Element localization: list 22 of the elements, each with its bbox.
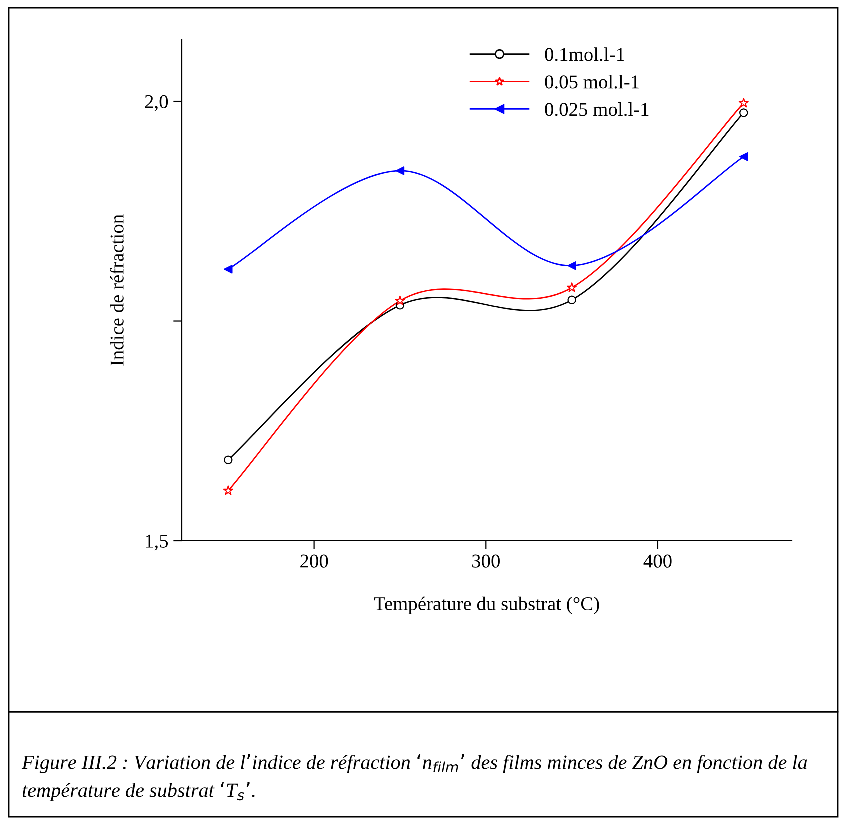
y-axis-title: Indice de réfraction: [110, 214, 124, 366]
point: [740, 152, 748, 162]
x-tick-label: 200: [300, 554, 328, 568]
point: [568, 296, 576, 305]
point: [223, 486, 234, 496]
y-tick-label: 2,0: [145, 95, 168, 112]
point: [396, 166, 405, 176]
point: [395, 296, 406, 306]
y-tick-label: 1,5: [146, 534, 168, 551]
point: [740, 108, 748, 118]
x-axis-title: Température du substrat (°C): [374, 596, 600, 614]
point: [224, 456, 233, 464]
legend-label: 0.05 mol.l-1: [545, 75, 639, 89]
point: [738, 98, 749, 108]
x-tick-label: 400: [644, 554, 672, 568]
point: [568, 262, 576, 270]
legend-label: 0.025 mol.l-1: [545, 102, 649, 116]
legend-label: 0.1mol.l-1: [545, 48, 624, 62]
point: [567, 282, 578, 292]
point: [224, 265, 233, 274]
x-tick-label: 300: [472, 554, 500, 568]
text: Figure III.2 : Variation de l’indice de réfraction ‘n$_{film}$’ des films minces de ZnO en fonction de la température de substrat ‘T$_{s}$’.: [22, 754, 808, 802]
